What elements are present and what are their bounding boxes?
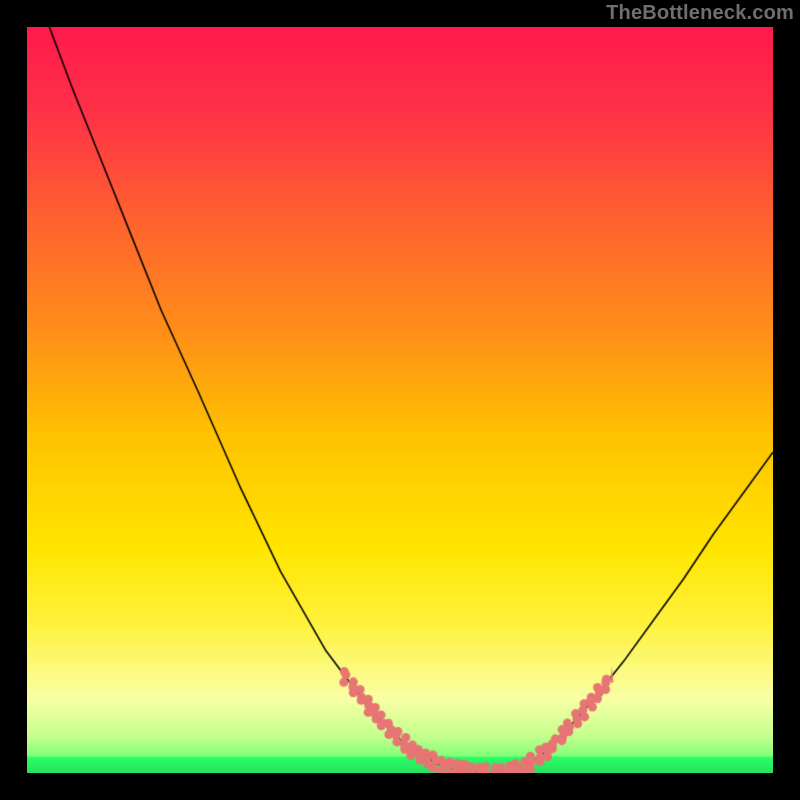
marker-band bbox=[27, 27, 773, 773]
stage: TheBottleneck.com bbox=[0, 0, 800, 800]
watermark-text: TheBottleneck.com bbox=[606, 2, 794, 25]
plot-area bbox=[27, 27, 773, 773]
